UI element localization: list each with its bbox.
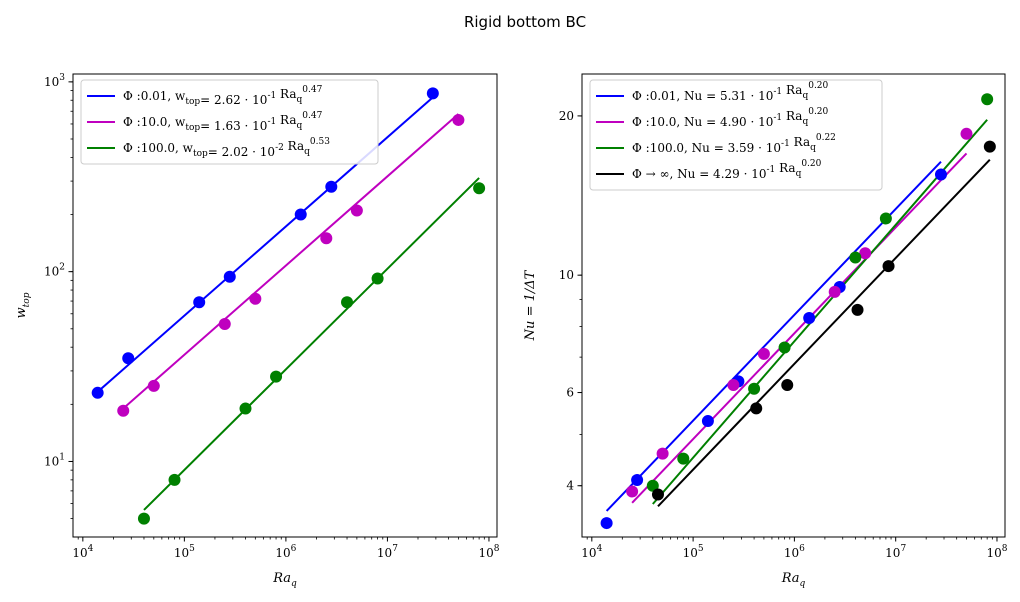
fit-line [122,113,460,410]
right-panel-nusselt: 104 105 106 107 108 4 6 10 20 Raq Nu = 1/ΔT Φ :0.01… [523,73,1008,589]
left-panel-wtop: 104 105 106 107 108 101 102 103 Raq wtop Φ :0.01, … [14,73,500,589]
y-tick-label: 4 [566,479,574,493]
data-point [600,517,613,530]
x-tick-label: 106 [784,544,805,560]
legend-box [589,79,883,191]
data-point [341,296,354,309]
data-point [859,247,872,260]
data-point [239,402,252,415]
legend-entry: Φ :100.0, Nu = 3.59 · 10-1 Raq0.22 [632,133,836,155]
figure-title: Rigid bottom BC [464,13,586,31]
y-tick-label: 101 [44,452,65,468]
legend-entry: Φ :10.0, Nu = 4.90 · 10-1 Raq0.20 [632,107,829,129]
data-point [91,386,104,399]
y-tick-label: 103 [44,73,65,89]
data-point [122,352,135,365]
data-point [781,379,794,392]
data-point [849,251,862,264]
data-point [656,447,669,460]
legend-entry: Φ → ∞, Nu = 4.29 · 10-1 Raq0.20 [632,159,822,181]
data-point [117,404,130,417]
data-point [193,296,206,309]
y-tick-label: 10 [559,268,574,282]
data-point [828,285,841,298]
data-point [778,341,791,354]
axes-frame [581,73,1006,538]
data-point [137,512,150,525]
data-point [960,127,973,140]
x-tick-label: 107 [885,544,906,560]
data-point [473,182,486,195]
y-axis-label: Nu = 1/ΔT [523,269,538,341]
data-point [218,317,231,330]
fit-line [657,158,991,508]
legend-entry: Φ :100.0, wtop= 2.02 · 10-2 Raq0.53 [123,137,330,159]
fit-line [631,152,968,504]
x-tick-label: 104 [581,544,602,560]
data-point [748,382,761,395]
fit-line [652,119,988,505]
x-tick-label: 105 [683,544,704,560]
y-axis-label: wtop [14,292,32,318]
x-tick-label: 108 [986,544,1007,560]
x-tick-label: 105 [174,544,195,560]
data-point [371,272,384,285]
data-point [879,212,892,225]
data-point [803,311,816,324]
data-point [750,402,763,415]
data-point [981,93,994,106]
data-point [701,415,714,428]
x-tick-label: 104 [72,544,93,560]
y-tick-label: 20 [559,109,574,123]
data-point [249,292,262,305]
data-point [727,379,740,392]
x-tick-label: 108 [478,544,499,560]
fit-line [605,160,942,512]
data-point [851,303,864,316]
fit-line [143,177,480,511]
data-point [426,87,439,100]
data-point [934,168,947,181]
data-point [882,260,895,273]
legend-entry: Φ :10.0, wtop= 1.63 · 10-1 Raq0.47 [123,111,323,133]
y-tick-label: 6 [566,386,574,400]
axes-frame [72,73,498,538]
x-tick-label: 107 [377,544,398,560]
data-point [677,452,690,465]
legend-box [80,79,379,165]
data-point [168,473,181,486]
data-point [757,347,770,360]
x-tick-label: 106 [275,544,296,560]
data-point [646,479,659,492]
data-point [325,180,338,193]
x-axis-label: Raq [781,571,806,589]
data-point [651,488,664,501]
data-point [147,379,160,392]
data-point [452,113,465,126]
data-point [983,140,996,153]
data-point [270,370,283,383]
data-point [350,204,363,217]
y-tick-label: 102 [44,263,65,279]
data-point [223,270,236,283]
legend-entry: Φ :0.01, wtop= 2.62 · 10-1 Raq0.47 [123,85,323,107]
data-point [631,474,644,487]
data-point [294,208,307,221]
x-axis-label: Raq [272,571,297,589]
legend-entry: Φ :0.01, Nu = 5.31 · 10-1 Raq0.20 [632,81,829,103]
data-point [626,485,639,498]
data-point [320,232,333,245]
